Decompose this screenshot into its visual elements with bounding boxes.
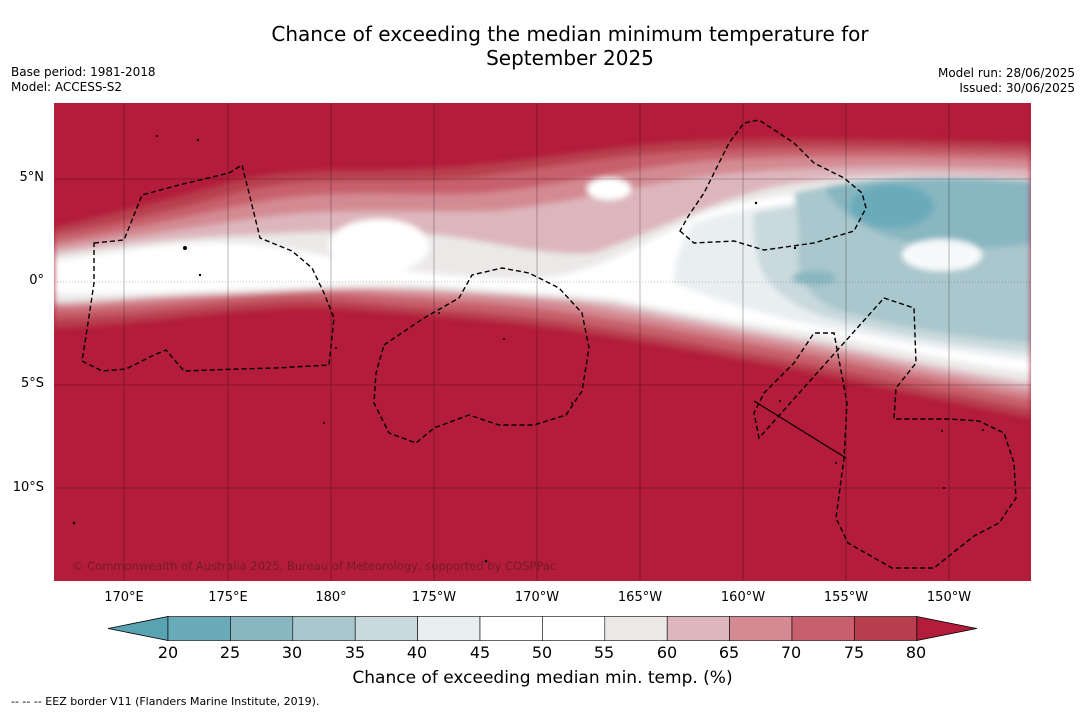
colorbar-cell	[729, 616, 793, 641]
eez-borders	[81, 119, 1017, 569]
lon-label-180: 180°	[315, 590, 347, 605]
probability-field	[54, 138, 1031, 419]
lat-label-10s: 10°S	[12, 480, 44, 495]
colorbar-tick: 70	[780, 643, 802, 662]
colorbar	[108, 616, 977, 641]
metadata-right: Model run: 28/06/2025 Issued: 30/06/2025	[938, 66, 1075, 96]
colorbar-tick: 60	[656, 643, 678, 662]
lat-label-0: 0°	[29, 273, 44, 288]
model-name: Model: ACCESS-S2	[11, 80, 123, 94]
issued-date: Issued: 30/06/2025	[959, 81, 1075, 95]
lon-label-170w: 170°W	[514, 590, 560, 605]
copyright-notice: © Commonwealth of Australia 2025, Bureau…	[72, 559, 556, 573]
lat-label-5n: 5°N	[19, 170, 45, 185]
colorbar-tick: 35	[344, 643, 366, 662]
colorbar-tick: 40	[406, 643, 428, 662]
colorbar-tick: 80	[905, 643, 927, 662]
colorbar-cell	[791, 616, 855, 641]
graticule	[54, 103, 1031, 581]
lon-label-150w: 150°W	[926, 590, 972, 605]
islands	[72, 135, 984, 563]
colorbar-tick: 30	[281, 643, 303, 662]
colorbar-cell	[167, 616, 231, 641]
lon-label-170e: 170°E	[104, 590, 144, 605]
colorbar-cell	[292, 616, 356, 641]
colorbar-tick: 45	[469, 643, 491, 662]
colorbar-cell	[542, 616, 606, 641]
map-title: Chance of exceeding the median minimum t…	[230, 22, 910, 70]
colorbar-extend-high	[916, 616, 977, 641]
colorbar-tick: 65	[718, 643, 740, 662]
model-run: Model run: 28/06/2025	[937, 66, 1075, 80]
colorbar-cell	[230, 616, 294, 641]
colorbar-tick: 55	[593, 643, 615, 662]
colorbar-tick: 75	[843, 643, 865, 662]
lon-label-155w: 155°W	[823, 590, 869, 605]
forecast-map: © Commonwealth of Australia 2025, Bureau…	[54, 103, 1031, 581]
eez-border-solid	[753, 400, 847, 459]
lon-label-175e: 175°E	[208, 590, 248, 605]
colorbar-tick: 20	[157, 643, 179, 662]
colorbar-tick: 25	[219, 643, 241, 662]
metadata-left: Base period: 1981-2018 Model: ACCESS-S2	[11, 65, 156, 95]
colorbar-cell	[354, 616, 418, 641]
title-line-1: Chance of exceeding the median minimum t…	[271, 22, 869, 46]
lon-label-165w: 165°W	[617, 590, 663, 605]
colorbar-cell	[854, 616, 918, 641]
colorbar-cell	[604, 616, 668, 641]
colorbar-cell	[417, 616, 481, 641]
colorbar-label: Chance of exceeding median min. temp. (%…	[352, 668, 733, 688]
base-period: Base period: 1981-2018	[11, 65, 156, 79]
colorbar-extend-low	[108, 616, 169, 641]
lat-label-5s: 5°S	[20, 376, 44, 391]
colorbar-cell	[666, 616, 730, 641]
lon-label-160w: 160°W	[720, 590, 766, 605]
lon-label-175w: 175°W	[411, 590, 457, 605]
eez-footnote: -- -- -- EEZ border V11 (Flanders Marine…	[11, 695, 320, 708]
title-line-2: September 2025	[486, 46, 654, 70]
colorbar-tick: 50	[531, 643, 553, 662]
colorbar-cell	[479, 616, 543, 641]
